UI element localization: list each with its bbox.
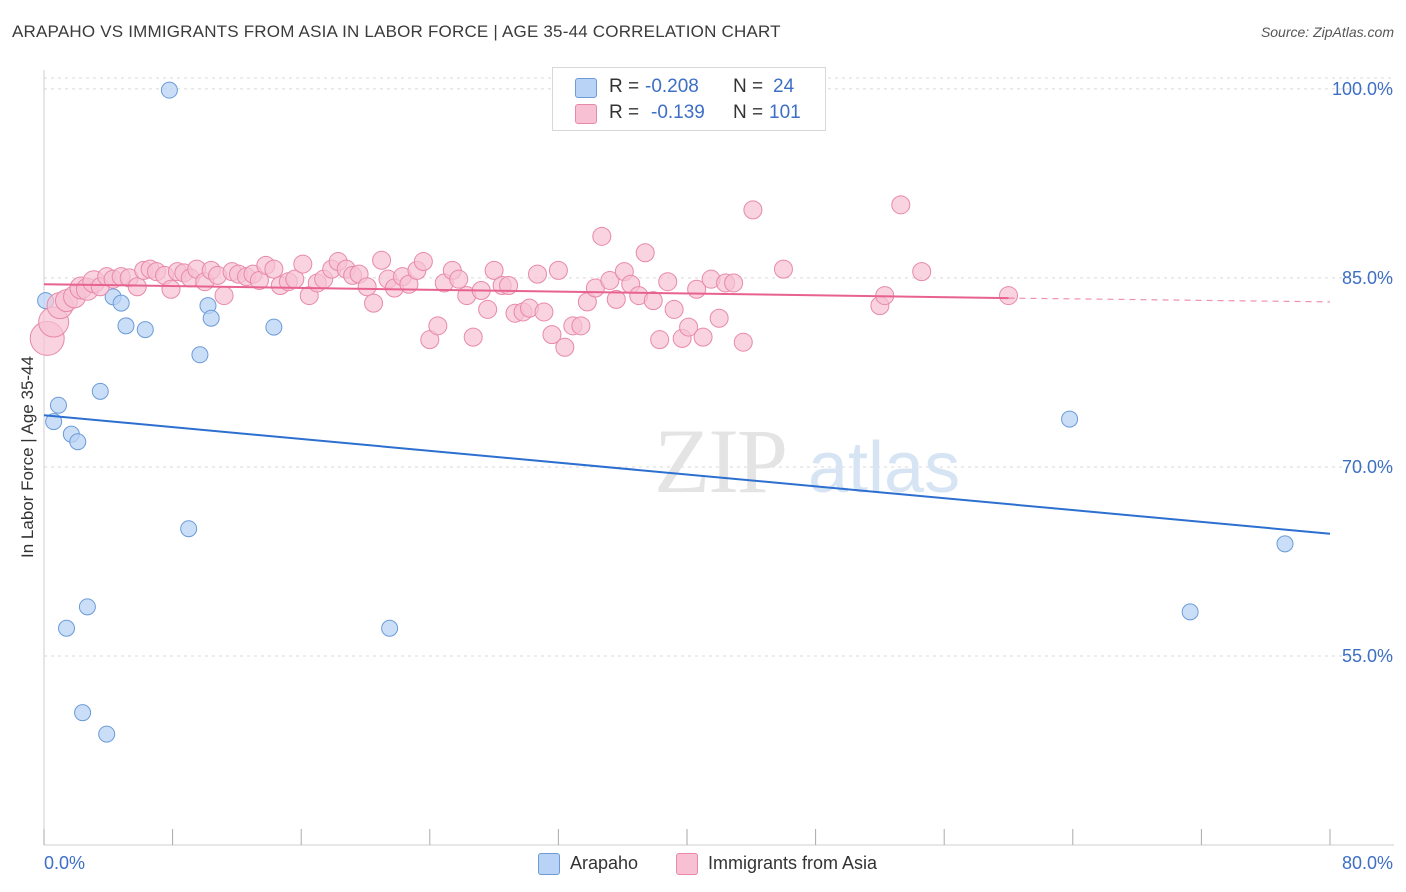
immigrants-asia-point xyxy=(571,316,591,336)
arapaho-swatch xyxy=(538,853,560,875)
immigrants-asia-point xyxy=(592,226,612,246)
arapaho-trend-line xyxy=(43,414,1331,535)
arapaho-point xyxy=(1276,535,1294,553)
immigrants-asia-trend-extension xyxy=(1008,297,1331,303)
immigrants-asia-point xyxy=(357,277,377,297)
arapaho-point xyxy=(1181,603,1199,621)
x-tick-label: 80.0% xyxy=(1342,853,1393,873)
arapaho-point xyxy=(69,433,87,451)
arapaho-points xyxy=(37,81,1294,743)
arapaho-point xyxy=(78,598,96,616)
immigrants-asia-point xyxy=(364,293,384,313)
arapaho-point xyxy=(58,619,76,637)
immigrants-asia-swatch xyxy=(575,104,597,124)
immigrants-asia-legend-label: Immigrants from Asia xyxy=(708,853,878,873)
immigrants-asia-point xyxy=(635,243,655,263)
arapaho-point xyxy=(265,318,283,336)
legend-n-label: N = xyxy=(733,102,764,123)
immigrants-asia-point xyxy=(214,286,234,306)
legend: R = -0.208 N = 24 R = -0.139 N = 101 xyxy=(552,67,826,131)
legend-r-label: R = xyxy=(609,76,640,97)
legend-n-label: N = xyxy=(733,76,764,97)
immigrants-asia-point xyxy=(709,308,729,328)
immigrants-asia-point xyxy=(548,260,568,280)
immigrants-asia-point xyxy=(664,299,684,319)
immigrants-asia-point xyxy=(912,262,932,282)
immigrants-asia-points xyxy=(29,195,1018,357)
watermark-atlas: atlas xyxy=(808,428,960,508)
immigrants-asia-point xyxy=(127,277,147,297)
arapaho-point xyxy=(49,396,67,414)
immigrants-asia-point xyxy=(679,317,699,337)
immigrants-asia-point xyxy=(693,327,713,347)
x-tick-label: 0.0% xyxy=(44,853,85,873)
immigrants-asia-point xyxy=(449,269,469,289)
legend-n-value: 101 xyxy=(769,102,801,123)
immigrants-asia-point xyxy=(478,299,498,319)
arapaho-point xyxy=(381,619,399,637)
arapaho-point xyxy=(160,81,178,99)
immigrants-asia-point xyxy=(999,286,1018,306)
trend-lines xyxy=(43,283,1331,535)
immigrants-asia-point xyxy=(264,259,284,279)
arapaho-point xyxy=(180,520,198,538)
legend-r-value: -0.208 xyxy=(645,76,699,97)
y-axis-label: In Labor Force | Age 35-44 xyxy=(18,356,37,558)
immigrants-asia-trend-line xyxy=(43,283,1009,300)
arapaho-point xyxy=(117,317,135,335)
tick-labels: 55.0% 70.0% 85.0% 100.0% 0.0% 80.0% xyxy=(44,79,1393,873)
immigrants-asia-point xyxy=(484,260,504,280)
arapaho-point xyxy=(112,294,130,312)
arapaho-swatch xyxy=(575,78,597,98)
arapaho-point xyxy=(91,382,109,400)
immigrants-asia-point xyxy=(555,337,575,357)
immigrants-asia-point xyxy=(643,291,663,311)
immigrants-asia-point xyxy=(428,316,448,336)
immigrants-asia-point xyxy=(773,259,793,279)
grid-lines xyxy=(44,77,1394,657)
legend-r-value: -0.139 xyxy=(651,102,705,123)
immigrants-asia-swatch xyxy=(676,853,698,875)
immigrants-asia-point xyxy=(650,330,670,350)
legend-n-value: 24 xyxy=(773,76,795,97)
arapaho-point xyxy=(136,321,154,339)
immigrants-asia-point xyxy=(606,289,626,309)
chart-title: ARAPAHO VS IMMIGRANTS FROM ASIA IN LABOR… xyxy=(12,22,781,41)
y-tick-label: 55.0% xyxy=(1342,646,1393,666)
arapaho-point xyxy=(202,309,220,327)
immigrants-asia-point xyxy=(724,273,744,293)
immigrants-asia-point xyxy=(293,254,313,274)
immigrants-asia-point xyxy=(534,302,554,322)
axes xyxy=(43,70,1394,846)
immigrants-asia-point xyxy=(161,279,181,299)
arapaho-point xyxy=(191,346,209,364)
arapaho-point xyxy=(98,725,116,743)
arapaho-legend-label: Arapaho xyxy=(570,853,639,873)
watermark-zip: ZIP xyxy=(654,410,786,512)
y-tick-label: 100.0% xyxy=(1332,79,1393,99)
immigrants-asia-point xyxy=(658,272,678,292)
y-tick-label: 70.0% xyxy=(1342,457,1393,477)
immigrants-asia-point xyxy=(528,264,548,284)
immigrants-asia-point xyxy=(733,332,753,352)
chart-source: Source: ZipAtlas.com xyxy=(1260,24,1394,40)
arapaho-point xyxy=(74,704,92,722)
legend-r-label: R = xyxy=(609,102,640,123)
arapaho-point xyxy=(45,413,63,431)
immigrants-asia-point xyxy=(600,270,620,290)
arapaho-point xyxy=(1061,410,1079,428)
immigrants-asia-point xyxy=(743,200,763,220)
immigrants-asia-point xyxy=(891,195,911,215)
immigrants-asia-point xyxy=(413,252,433,272)
immigrants-asia-point xyxy=(463,327,483,347)
immigrants-asia-point xyxy=(542,325,562,345)
y-tick-label: 85.0% xyxy=(1342,268,1393,288)
immigrants-asia-point xyxy=(372,250,392,270)
